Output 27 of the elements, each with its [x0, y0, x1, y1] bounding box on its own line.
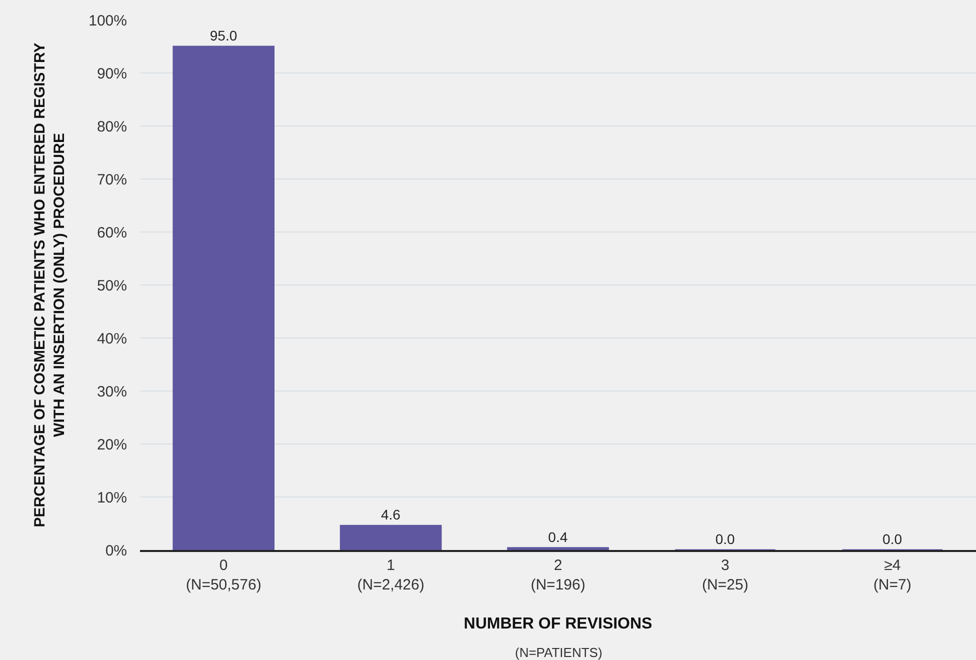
y-tick-label: 10% — [96, 489, 127, 506]
bar — [340, 524, 442, 550]
x-tick-label: 1 (N=2,426) — [357, 556, 424, 594]
y-tick-label: 90% — [96, 65, 127, 82]
bar — [507, 547, 609, 550]
text: (N=PATIENTS) — [515, 645, 602, 660]
data-label: 0.0 — [715, 531, 736, 547]
data-label: 95.0 — [210, 28, 238, 44]
y-axis-title: PERCENTAGE OF COSMETIC PATIENTS WHO ENTERED REGISTRY WITH AN INSERTION (ONLY) PROCEDURE — [31, 42, 68, 528]
x-tick-label: 0 (N=50,576) — [186, 556, 262, 594]
bar — [172, 46, 275, 550]
data-label: 4.6 — [380, 506, 401, 523]
y-tick-label: 50% — [96, 277, 127, 294]
x-tick-label: 3 (N=25) — [702, 556, 748, 594]
x-axis-title: NUMBER OF REVISIONS — [464, 615, 653, 632]
y-tick-label: 70% — [96, 171, 127, 188]
y-tick-label: 60% — [96, 224, 127, 242]
y-tick-label: 80% — [96, 118, 127, 136]
y-tick-label: 20% — [96, 436, 127, 454]
x-tick-label: ≥4 (N=7) — [873, 556, 912, 594]
x-tick-label: 2 (N=196) — [530, 556, 586, 594]
y-tick-label: 100% — [88, 12, 127, 30]
y-tick-label: 30% — [96, 383, 127, 400]
y-tick-label: 0% — [105, 542, 127, 560]
data-label: 0.0 — [882, 531, 902, 547]
data-label: 0.4 — [548, 528, 568, 545]
y-tick-label: 40% — [96, 330, 127, 348]
